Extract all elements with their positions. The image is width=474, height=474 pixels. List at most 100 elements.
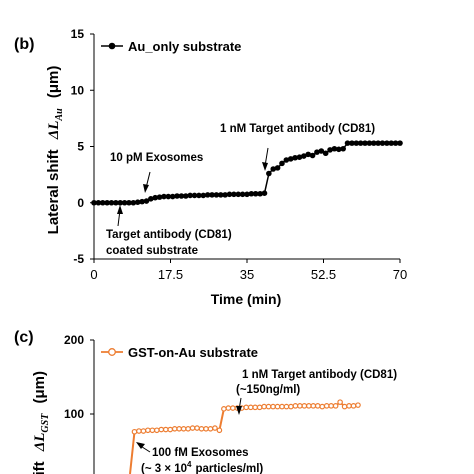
data-point-au-only	[222, 192, 228, 198]
data-point-au-only	[217, 192, 224, 198]
data-point-gst-on-au	[171, 425, 178, 432]
ylabel-c-unit: (μm)	[31, 371, 48, 404]
y-tick-label-b: 5	[77, 140, 84, 154]
legend-c: GST-on-Au substrate	[101, 345, 258, 360]
svg-text:Lateral shift ΔLAu: Lateral shift ΔLAu (μm)	[45, 66, 66, 235]
data-point-au-only	[178, 193, 185, 199]
data-point-gst-on-au	[301, 403, 308, 409]
data-point-au-only	[143, 198, 150, 204]
data-point-au-only	[379, 140, 386, 146]
data-point-au-only	[344, 140, 351, 146]
annotation-c-particles-suffix: particles/ml)	[196, 463, 264, 474]
annotation-c-particles-prefix: (~ 3 × 10	[141, 463, 187, 474]
arrowhead-b-coated	[117, 205, 123, 214]
data-point-au-only	[375, 140, 381, 146]
data-point-gst-on-au	[306, 403, 312, 409]
data-point-au-only	[231, 191, 237, 198]
data-point-au-only	[196, 192, 202, 199]
data-point-gst-on-au	[288, 403, 294, 410]
data-point-au-only	[148, 196, 154, 202]
ylabel-c-prefix: shift	[31, 461, 48, 474]
data-point-gst-on-au	[261, 403, 267, 410]
data-point-au-only	[366, 140, 373, 146]
data-point-gst-on-au	[265, 403, 272, 410]
data-point-au-only	[296, 154, 303, 160]
data-point-au-only	[397, 140, 403, 146]
panel-label-c: (c)	[14, 329, 34, 346]
data-point-gst-on-au	[194, 425, 200, 431]
data-point-gst-on-au	[314, 403, 321, 409]
data-point-gst-on-au	[337, 399, 343, 405]
data-point-au-only	[244, 191, 250, 198]
data-point-au-only	[113, 199, 119, 206]
data-point-au-only	[248, 190, 255, 197]
y-tick-label-b: -5	[73, 252, 84, 266]
data-point-gst-on-au	[341, 403, 348, 410]
data-point-gst-on-au	[252, 404, 258, 411]
data-point-au-only	[209, 192, 215, 198]
legend-b: Au_only substrate	[101, 39, 241, 54]
arrowhead-c-antibody	[236, 406, 242, 415]
y-axis-label-b: Lateral shift ΔLAu (μm)	[45, 66, 66, 235]
data-point-gst-on-au	[279, 403, 285, 410]
data-point-gst-on-au	[176, 425, 182, 432]
data-point-au-only	[357, 140, 364, 146]
data-point-gst-on-au	[297, 403, 303, 409]
data-point-au-only	[95, 199, 102, 206]
data-point-au-only	[200, 192, 207, 199]
data-point-gst-on-au	[350, 403, 357, 409]
data-point-gst-on-au	[145, 427, 151, 434]
ylabel-b-prefix: Lateral shift	[45, 149, 62, 234]
data-point-gst-on-au	[212, 425, 218, 431]
data-point-au-only	[91, 199, 97, 206]
data-point-au-only	[156, 194, 163, 200]
data-point-au-only	[283, 157, 290, 163]
data-point-gst-on-au	[216, 427, 223, 434]
data-point-au-only	[213, 192, 220, 198]
x-tick-label-b: 70	[393, 267, 407, 282]
data-point-au-only	[336, 146, 342, 153]
data-point-au-only	[161, 193, 167, 200]
data-point-gst-on-au	[274, 403, 281, 410]
x-tick-label-b: 17.5	[158, 267, 183, 282]
legend-c-label: GST-on-Au substrate	[128, 345, 258, 360]
data-point-gst-on-au	[319, 403, 326, 410]
chart-c: 200 100 shift ΔLGST (μm) GST-on-Au substr…	[31, 333, 397, 474]
data-point-gst-on-au	[292, 403, 299, 409]
data-point-gst-on-au	[283, 403, 290, 410]
y-tick-label-c: 200	[64, 333, 84, 347]
data-point-au-only	[314, 149, 320, 155]
data-point-gst-on-au	[323, 403, 330, 409]
data-point-gst-on-au	[225, 405, 232, 411]
data-point-au-only	[318, 148, 325, 154]
data-point-gst-on-au	[346, 403, 352, 409]
data-point-gst-on-au	[131, 428, 138, 435]
data-point-au-only	[349, 140, 355, 146]
annotation-b-coated-2: coated substrate	[106, 245, 198, 257]
data-point-au-only	[169, 193, 176, 200]
data-point-gst-on-au	[355, 402, 361, 408]
annotation-c-particles: (~ 3 × 104 particles/ml)	[141, 460, 263, 474]
data-point-au-only	[388, 140, 395, 146]
data-point-gst-on-au	[162, 426, 169, 433]
data-point-gst-on-au	[243, 404, 250, 411]
data-point-au-only	[130, 199, 137, 206]
data-point-gst-on-au	[189, 425, 196, 431]
arrowhead-c-exosomes	[136, 442, 145, 449]
data-point-au-only	[191, 192, 198, 199]
data-point-au-only	[235, 191, 242, 198]
y-axis-label-c: shift ΔLGST (μm)	[31, 371, 51, 474]
annotation-c-antibody-1: 1 nM Target antibody (CD81)	[242, 369, 397, 381]
y-tick-label-b: 0	[77, 196, 84, 210]
annotation-b-antibody: 1 nM Target antibody (CD81)	[220, 123, 375, 135]
data-point-gst-on-au	[149, 427, 156, 434]
ylabel-b-symbol: ΔL	[46, 121, 62, 141]
data-point-au-only	[327, 147, 333, 153]
data-point-au-only	[252, 190, 259, 197]
data-point-au-only	[384, 140, 390, 146]
legend-b-marker	[108, 42, 116, 50]
data-point-au-only	[301, 153, 307, 159]
data-point-gst-on-au	[221, 406, 227, 412]
data-point-au-only	[340, 145, 346, 152]
data-point-au-only	[99, 199, 106, 206]
